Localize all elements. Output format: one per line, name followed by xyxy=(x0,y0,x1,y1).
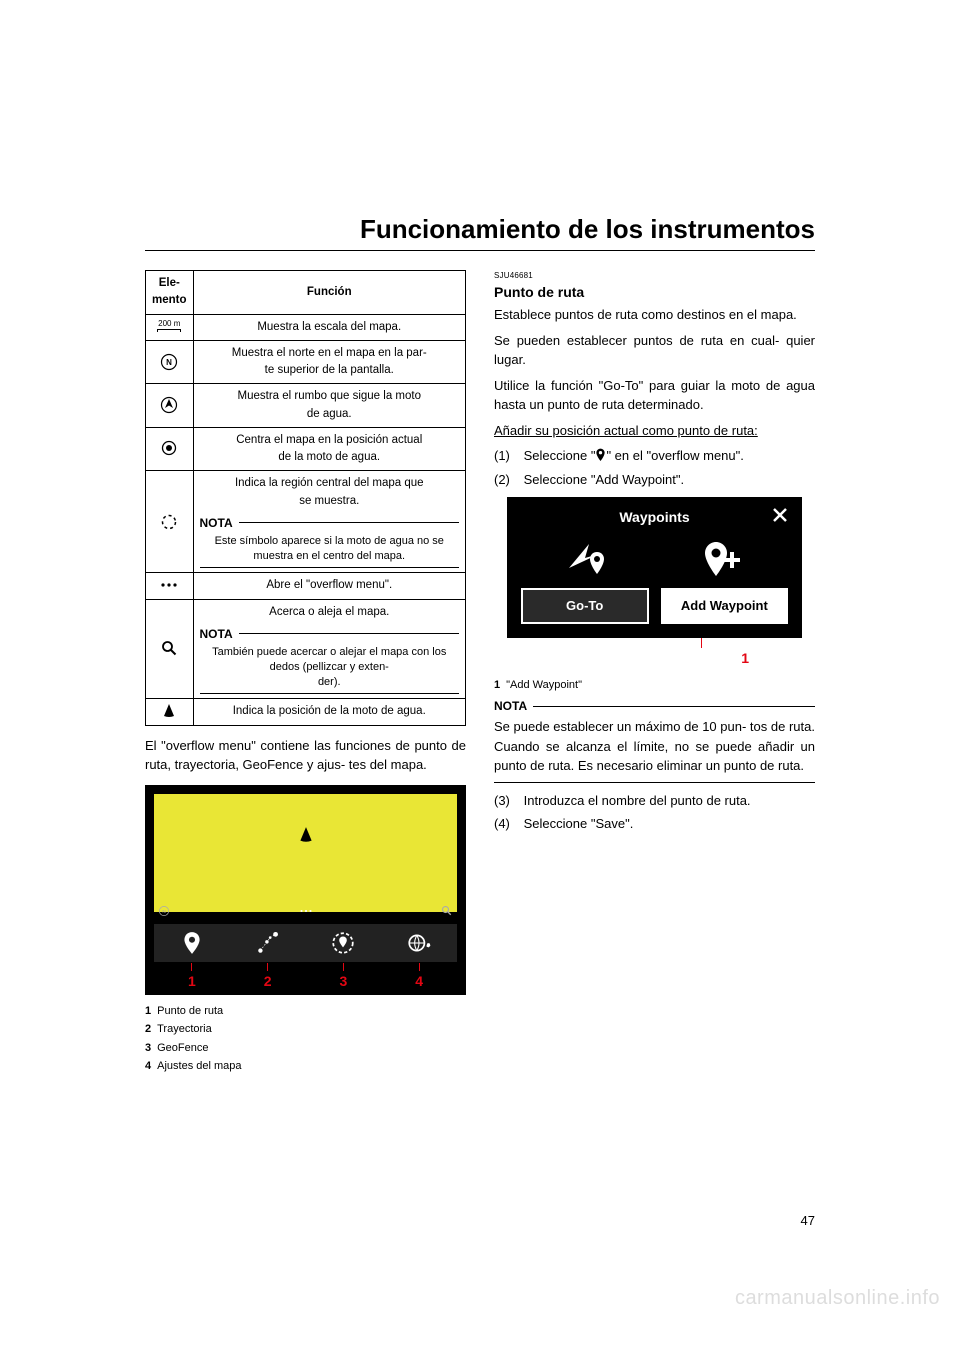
goto-icon xyxy=(565,538,611,578)
callout-num: 1 xyxy=(188,973,196,989)
sub-underline: Añadir su posición actual como punto de … xyxy=(494,421,815,441)
map-area xyxy=(154,794,457,912)
boat-icon xyxy=(161,703,177,719)
nota-label: NOTA xyxy=(200,514,233,532)
add-waypoint-icon xyxy=(698,538,744,578)
legend-num: 1 xyxy=(494,679,500,691)
table-row: Acerca o aleja el mapa. NOTA También pue… xyxy=(146,599,466,699)
step-text: " en el "overflow menu". xyxy=(606,448,743,463)
svg-text:N: N xyxy=(166,358,172,367)
overflow-icon xyxy=(160,581,178,589)
nota-text: Se puede establecer un máximo de 10 pun-… xyxy=(494,717,815,776)
legend-num: 1 xyxy=(145,1005,151,1017)
goto-button: Go-To xyxy=(521,588,649,624)
row-desc: Centra el mapa en la posición actual de … xyxy=(193,427,466,471)
legend-label: GeoFence xyxy=(157,1042,208,1054)
step: (3) Introduzca el nombre del punto de ru… xyxy=(494,791,815,811)
legend-num: 2 xyxy=(145,1023,151,1035)
paragraph: Se pueden establecer puntos de ruta en c… xyxy=(494,331,815,370)
overflow-menu-figure: N 1 2 3 xyxy=(145,785,466,995)
north-mini-icon: N xyxy=(158,905,170,917)
scale-label: 200 m xyxy=(158,319,180,328)
legend-label: Ajustes del mapa xyxy=(157,1060,241,1072)
zoom-mini-icon xyxy=(441,905,453,917)
page-number: 47 xyxy=(801,1213,815,1228)
legend-label: Punto de ruta xyxy=(157,1005,223,1017)
svg-text:N: N xyxy=(162,909,165,914)
left-column: Ele- mento Función 200 m Muestra la esca… xyxy=(145,270,466,1077)
zoom-icon xyxy=(161,640,177,656)
step: (2) Seleccione "Add Waypoint". xyxy=(494,470,815,490)
table-row: Abre el "overflow menu". xyxy=(146,573,466,599)
step: (1) Seleccione " " en el "overflow menu". xyxy=(494,446,815,466)
title-rule xyxy=(145,250,815,251)
table-row: Muestra el rumbo que sigue la moto de ag… xyxy=(146,384,466,428)
paragraph: Utilice la función "Go-To" para guiar la… xyxy=(494,376,815,415)
fig2-legend: 1 "Add Waypoint" xyxy=(494,677,815,694)
table-row: Centra el mapa en la posición actual de … xyxy=(146,427,466,471)
page-title: Funcionamiento de los instrumentos xyxy=(0,214,815,245)
waypoint-heading: Punto de ruta xyxy=(494,282,815,303)
row-desc: Muestra la escala del mapa. xyxy=(193,314,466,340)
map-settings-icon xyxy=(406,930,432,956)
legend-num: 4 xyxy=(145,1060,151,1072)
step-num: (1) xyxy=(494,446,520,466)
table-row: 200 m Muestra la escala del mapa. xyxy=(146,314,466,340)
step-text: Introduzca el nombre del punto de ruta. xyxy=(524,793,751,808)
step-text: Seleccione " xyxy=(524,448,596,463)
scale-icon: 200 m xyxy=(157,320,181,332)
legend-label: "Add Waypoint" xyxy=(506,679,582,691)
heading-icon xyxy=(160,396,178,414)
watermark: carmanualsonline.info xyxy=(735,1287,940,1310)
dialog-title: Waypoints xyxy=(619,507,689,528)
table-header-function: Función xyxy=(193,271,466,315)
nota-text: También puede acercar o alejar el mapa c… xyxy=(200,645,460,690)
table-row: N Muestra el norte en el mapa en la par-… xyxy=(146,340,466,384)
waypoint-icon xyxy=(179,930,205,956)
overflow-paragraph: El "overflow menu" contiene las funcione… xyxy=(145,736,466,775)
row-desc: Indica la posición de la moto de agua. xyxy=(193,699,466,725)
legend-label: Trayectoria xyxy=(157,1023,212,1035)
table-header-element: Ele- mento xyxy=(146,271,194,315)
north-icon: N xyxy=(160,353,178,371)
paragraph: Establece puntos de ruta como destinos e… xyxy=(494,305,815,325)
track-icon xyxy=(255,930,281,956)
fig1-legend: 1 Punto de ruta 2 Trayectoria 3 GeoFence 4A… xyxy=(145,1003,466,1075)
row-desc: Muestra el norte en el mapa en la par- t… xyxy=(193,340,466,384)
waypoints-dialog-figure: Waypoints xyxy=(494,497,815,669)
add-waypoint-button: Add Waypoint xyxy=(661,588,789,624)
table-row: Indica la posición de la moto de agua. xyxy=(146,699,466,725)
right-column: SJU46681 Punto de ruta Establece puntos … xyxy=(494,270,815,1077)
nota-label: NOTA xyxy=(494,697,527,715)
row-desc: Abre el "overflow menu". xyxy=(193,573,466,599)
step-num: (2) xyxy=(494,470,520,490)
callout-num: 1 xyxy=(507,648,802,669)
table-row: Indica la región central del mapa que se… xyxy=(146,471,466,573)
callout-num: 2 xyxy=(264,973,272,989)
boat-marker-icon xyxy=(297,826,315,844)
geofence-icon xyxy=(330,930,356,956)
row-desc: Acerca o aleja el mapa. xyxy=(200,604,460,621)
dashed-circle-icon xyxy=(160,513,178,531)
step-text: Seleccione "Add Waypoint". xyxy=(524,472,685,487)
row-desc: Indica la región central del mapa que se… xyxy=(200,475,460,510)
step-text: Seleccione "Save". xyxy=(524,816,634,831)
nota-text: Este símbolo aparece si la moto de agua … xyxy=(200,534,460,564)
callout-num: 3 xyxy=(339,973,347,989)
legend-num: 3 xyxy=(145,1042,151,1054)
step-num: (3) xyxy=(494,791,520,811)
callout-num: 4 xyxy=(415,973,423,989)
doc-number: SJU46681 xyxy=(494,270,815,282)
nota-label: NOTA xyxy=(200,625,233,643)
overflow-toolbar xyxy=(154,924,457,962)
step: (4) Seleccione "Save". xyxy=(494,814,815,834)
row-desc: Muestra el rumbo que sigue la moto de ag… xyxy=(193,384,466,428)
center-icon xyxy=(161,440,177,456)
pin-inline-icon xyxy=(595,448,606,462)
close-icon xyxy=(772,507,788,529)
step-num: (4) xyxy=(494,814,520,834)
function-table: Ele- mento Función 200 m Muestra la esca… xyxy=(145,270,466,726)
